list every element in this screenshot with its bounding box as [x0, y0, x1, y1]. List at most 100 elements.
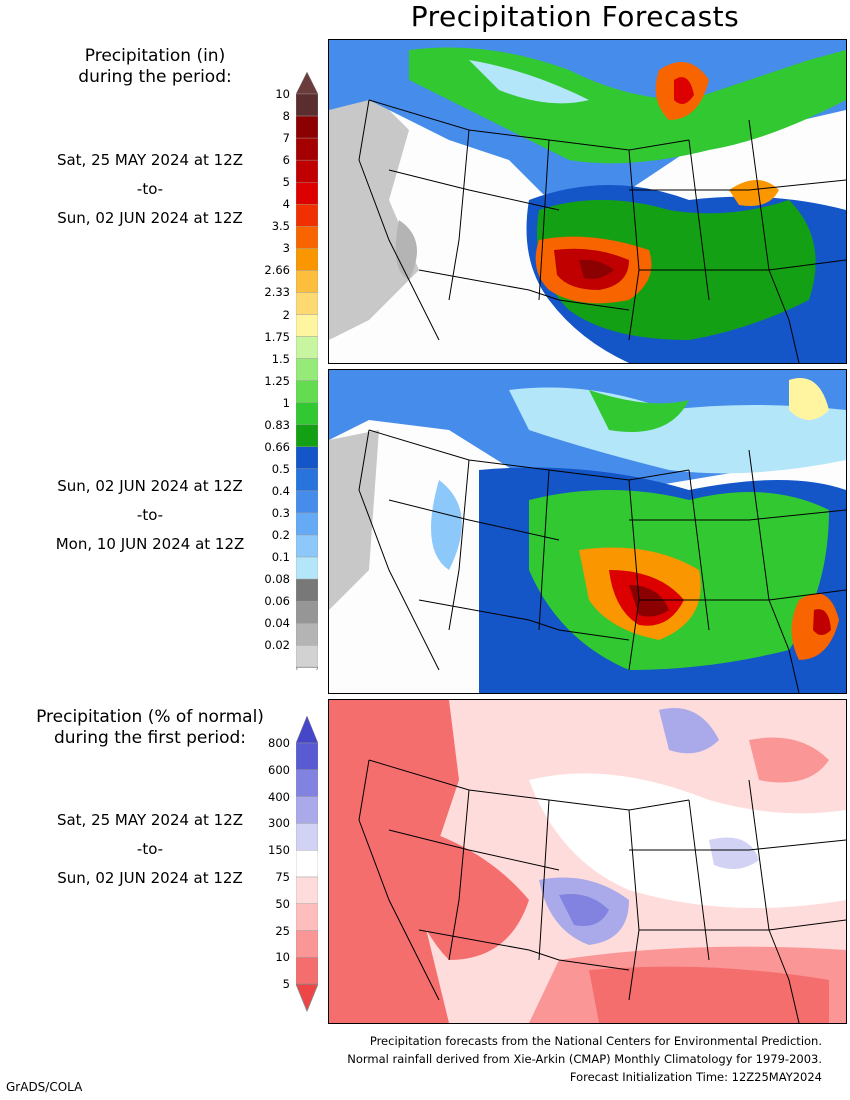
period2-sep: -to-	[136, 506, 164, 524]
pct-legend-label: 300	[268, 816, 290, 831]
map-percent-normal	[328, 699, 847, 1024]
pct-legend-label: 10	[275, 950, 290, 965]
footer-notes: Precipitation forecasts from the Nationa…	[347, 1032, 822, 1086]
precip-legend-top-arrow	[295, 71, 319, 95]
precip-legend-label: 1.75	[264, 329, 290, 344]
pct-legend-swatch	[295, 930, 319, 958]
pct-colorbar	[295, 715, 319, 1013]
precip-legend-swatch	[295, 181, 319, 205]
footer-line1: Precipitation forecasts from the Nationa…	[369, 1034, 822, 1048]
precip-legend-label: 6	[282, 153, 290, 168]
pct-legend-swatch	[295, 796, 319, 824]
pct-legend-label: 5	[282, 977, 290, 992]
precip-legend-label: 1.5	[271, 351, 290, 366]
precip-legend-label: 2.66	[264, 263, 290, 278]
precip-legend-swatch	[295, 556, 319, 580]
period2-label: Sun, 02 JUN 2024 at 12Z -to- Mon, 10 JUN…	[20, 472, 280, 559]
pct-heading-line2: during the first period:	[53, 728, 247, 748]
precip-legend-swatch	[295, 600, 319, 624]
precip-legend-swatch	[295, 380, 319, 403]
pct-legend-swatch	[295, 823, 319, 851]
precip-legend-swatch	[295, 645, 319, 668]
precip-legend-swatch	[295, 159, 319, 183]
precip-legend-label: 0.08	[264, 572, 290, 587]
precip-heading: Precipitation (in) during the period:	[40, 46, 270, 88]
precip-legend-label: 0.04	[264, 616, 290, 631]
precip-legend-label: 0.83	[264, 417, 290, 432]
precip-legend-swatch	[295, 314, 319, 337]
precip-legend-label: 3	[282, 241, 290, 256]
period1-start: Sat, 25 MAY 2024 at 12Z	[56, 151, 244, 169]
precip-legend-label: 5	[282, 175, 290, 190]
pct-legend-swatch	[295, 769, 319, 797]
pct-legend-label: 600	[268, 762, 290, 777]
precip-legend-label: 1	[282, 395, 290, 410]
pct-legend-swatch	[295, 957, 319, 985]
precip-legend-swatch	[295, 226, 319, 249]
pct-legend-label: 75	[275, 870, 290, 884]
precip-legend-label: 7	[282, 131, 290, 146]
precip-legend-swatch	[295, 336, 319, 359]
precip-legend-label: 2.33	[264, 285, 290, 300]
precip-legend-label: 0.06	[264, 594, 290, 609]
precip-legend-label: 0.5	[271, 461, 290, 476]
precip-legend-swatch	[295, 490, 319, 514]
precip-legend-label: 0.66	[264, 439, 290, 454]
precip-legend-swatch	[295, 137, 319, 161]
period3-end: Sun, 02 JUN 2024 at 12Z	[57, 869, 243, 887]
precip-legend-label: 3.5	[271, 219, 290, 234]
precip-legend-label: 0.3	[271, 505, 290, 520]
grads-credit: GrADS/COLA	[6, 1080, 83, 1094]
precip-legend-label: 10	[275, 87, 290, 101]
precip-legend-label: 8	[282, 109, 290, 124]
period1-sep: -to-	[136, 180, 164, 198]
footer-line3: Forecast Initialization Time: 12Z25MAY20…	[569, 1070, 822, 1084]
pct-legend-label: 150	[268, 843, 290, 858]
period3-start: Sat, 25 MAY 2024 at 12Z	[56, 811, 244, 829]
pct-legend-swatch	[295, 742, 319, 770]
map-period1	[328, 39, 847, 364]
precip-legend-swatch	[295, 402, 319, 425]
pct-legend-label: 400	[268, 789, 290, 804]
precip-legend-swatch	[295, 93, 319, 117]
precip-colorbar	[295, 71, 319, 691]
pct-legend-label: 800	[268, 736, 290, 750]
precip-legend-swatch	[295, 358, 319, 381]
precip-legend-swatch	[295, 292, 319, 315]
precip-heading-line2: during the period:	[78, 67, 232, 87]
period1-label: Sat, 25 MAY 2024 at 12Z -to- Sun, 02 JUN…	[20, 146, 280, 233]
precip-legend-swatch	[295, 534, 319, 558]
pct-legend-swatch	[295, 903, 319, 931]
precip-legend-swatch	[295, 623, 319, 646]
precip-legend	[295, 71, 319, 691]
precip-legend-swatch	[295, 578, 319, 602]
footer-line2: Normal rainfall derived from Xie-Arkin (…	[347, 1052, 822, 1066]
precip-legend-bottom-arrow	[295, 666, 319, 691]
precip-legend-swatch	[295, 424, 319, 447]
precip-legend-swatch	[295, 115, 319, 139]
map-period2	[328, 369, 847, 694]
period3-sep: -to-	[136, 840, 164, 858]
period2-end: Mon, 10 JUN 2024 at 12Z	[55, 535, 245, 553]
precip-legend-swatch	[295, 204, 319, 227]
precip-legend-label: 1.25	[264, 373, 290, 388]
page-title: Precipitation Forecasts	[410, 0, 740, 33]
precip-legend-label: 0.1	[271, 550, 290, 565]
pct-legend	[295, 715, 319, 1018]
pct-legend-top-arrow	[295, 715, 319, 744]
precip-legend-swatch	[295, 512, 319, 536]
pct-heading: Precipitation (% of normal) during the f…	[15, 707, 285, 749]
pct-legend-swatch	[295, 849, 319, 878]
precip-legend-swatch	[295, 468, 319, 492]
period3-label: Sat, 25 MAY 2024 at 12Z -to- Sun, 02 JUN…	[20, 806, 280, 893]
precip-legend-label: 0.2	[271, 528, 290, 542]
pct-legend-label: 25	[275, 923, 290, 938]
pct-legend-bottom-arrow	[295, 983, 319, 1013]
period2-start: Sun, 02 JUN 2024 at 12Z	[57, 477, 243, 495]
precip-legend-swatch	[295, 446, 319, 470]
pct-legend-label: 50	[275, 896, 290, 911]
precip-legend-swatch	[295, 270, 319, 293]
period1-end: Sun, 02 JUN 2024 at 12Z	[57, 209, 243, 227]
precip-heading-line1: Precipitation (in)	[84, 46, 226, 66]
precip-legend-label: 2	[282, 307, 290, 322]
